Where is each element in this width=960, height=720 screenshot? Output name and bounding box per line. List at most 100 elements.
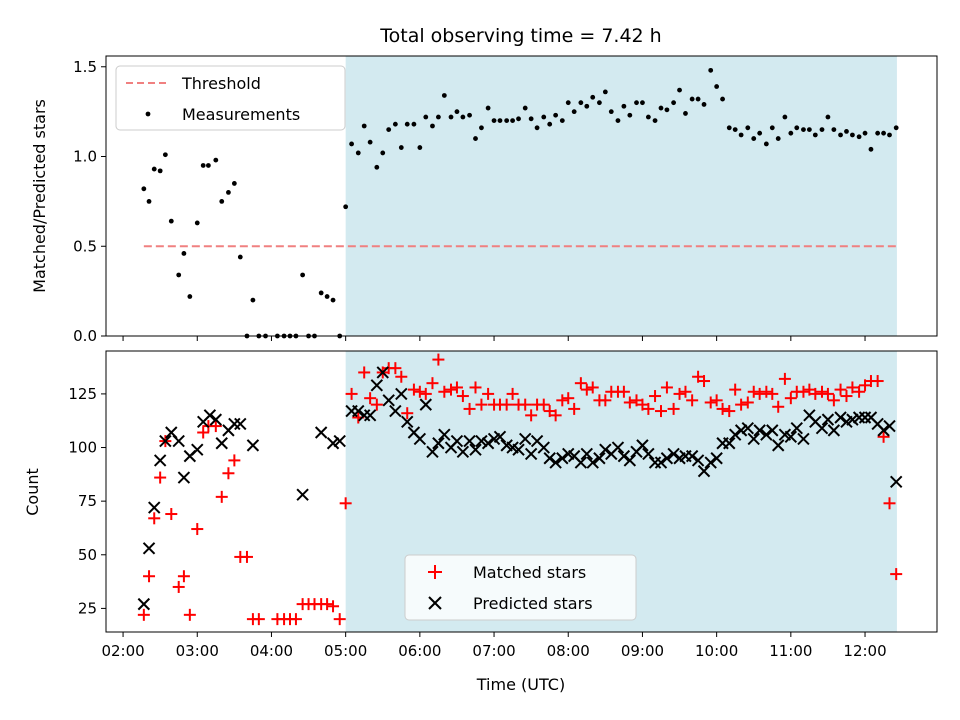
matched-star-point: [760, 385, 773, 398]
bottom-panel-frame: [105, 350, 938, 633]
matched-star-point: [358, 366, 371, 379]
matched-star-point: [729, 383, 742, 396]
top-panel-frame: [105, 55, 938, 337]
measurement-point: [168, 218, 174, 224]
matched-star-point: [568, 402, 581, 415]
measurement-point: [695, 96, 701, 102]
predicted-star-point: [481, 437, 495, 450]
bottom-legend-matched-label: Matched stars: [473, 563, 586, 582]
matched-star-point: [574, 377, 587, 390]
x-tick-label-8: 10:00: [695, 642, 738, 660]
predicted-star-point: [177, 471, 191, 484]
matched-star-point: [177, 570, 190, 583]
measurement-point: [875, 130, 881, 136]
measurement-point: [838, 132, 843, 138]
measurement-point: [528, 116, 534, 122]
matched-star-point: [753, 387, 766, 400]
predicted-star-point: [654, 456, 668, 469]
measurement-point: [868, 146, 874, 152]
matched-star-point: [649, 390, 662, 403]
measurement-point: [534, 125, 540, 131]
matched-star-point: [580, 383, 593, 396]
measurement-point: [602, 89, 608, 95]
matched-star-point: [549, 409, 562, 422]
matched-star-point: [209, 420, 222, 433]
bot-y-tick-label-4: 125: [68, 385, 97, 403]
predicted-star-point: [524, 447, 538, 461]
measurement-point: [467, 112, 472, 118]
matched-star-point: [240, 550, 253, 563]
predicted-star-point: [419, 398, 432, 411]
predicted-star-point: [815, 422, 829, 435]
predicted-star-point: [142, 542, 156, 555]
predicted-star-point: [333, 434, 346, 448]
x-tick-label-9: 11:00: [769, 642, 812, 660]
measurement-point: [757, 130, 763, 136]
measurement-point: [473, 136, 478, 141]
measurement-point: [720, 96, 725, 102]
measurement-point: [881, 130, 886, 136]
predicted-star-point: [827, 424, 841, 437]
measurement-point: [701, 102, 707, 107]
matched-star-point: [809, 387, 822, 400]
measurement-point: [763, 141, 769, 147]
predicted-star-point: [519, 432, 532, 446]
matched-star-point: [364, 392, 377, 405]
x-tick-label-7: 09:00: [621, 642, 664, 660]
predicted-star-point: [215, 437, 228, 450]
measurement-point: [485, 105, 491, 111]
measurement-point: [187, 294, 193, 299]
predicted-star-point: [395, 387, 408, 401]
measurement-point: [745, 125, 751, 131]
matched-star-point: [562, 392, 575, 405]
predicted-star-point: [877, 424, 890, 437]
bottom-legend-matched-swatch: [428, 565, 442, 579]
measurement-point: [516, 116, 521, 122]
predicted-star-point: [228, 417, 241, 431]
matched-star-point: [871, 375, 884, 388]
bot-y-tick-label-0: 25: [78, 599, 97, 617]
measurement-point: [677, 87, 682, 93]
matched-star-point: [784, 392, 797, 405]
predicted-star-point: [450, 434, 464, 448]
predicted-star-point: [766, 424, 779, 437]
measurement-point: [565, 100, 571, 106]
predicted-star-point: [191, 443, 204, 456]
measurement-point: [367, 139, 373, 145]
predicted-star-point: [246, 439, 260, 452]
bot-y-tick-label-2: 75: [78, 492, 97, 510]
measurement-point: [559, 118, 565, 124]
measurement-point: [504, 118, 510, 124]
matched-star-point: [215, 490, 228, 503]
matched-star-point: [395, 370, 408, 383]
matched-star-point: [339, 497, 352, 510]
measurement-point: [714, 84, 720, 89]
predicted-star-point: [586, 456, 599, 469]
predicted-star-point: [556, 452, 569, 465]
matched-star-point: [667, 402, 680, 415]
measurement-point: [708, 67, 714, 73]
measurement-point: [510, 118, 515, 124]
matched-star-point: [197, 426, 210, 439]
predicted-star-point: [234, 417, 247, 431]
measurement-point: [775, 136, 781, 141]
matched-star-point: [438, 385, 451, 398]
measurement-point: [571, 109, 577, 115]
measurement-point: [176, 272, 182, 278]
matched-star-point: [407, 383, 420, 396]
matched-star-point: [853, 385, 866, 398]
predicted-star-point: [741, 422, 755, 435]
measurement-point: [226, 190, 231, 195]
predicted-star-point: [370, 379, 384, 392]
measurement-point: [349, 141, 354, 147]
measurement-point: [151, 166, 157, 172]
predicted-star-point: [834, 411, 847, 424]
measurement-point: [386, 127, 392, 132]
measurement-point: [738, 132, 744, 138]
matched-star-point: [735, 398, 748, 411]
predicted-star-point: [413, 432, 427, 446]
matched-star-point: [710, 394, 723, 407]
measurement-point: [801, 127, 806, 132]
predicted-star-point: [599, 443, 612, 456]
